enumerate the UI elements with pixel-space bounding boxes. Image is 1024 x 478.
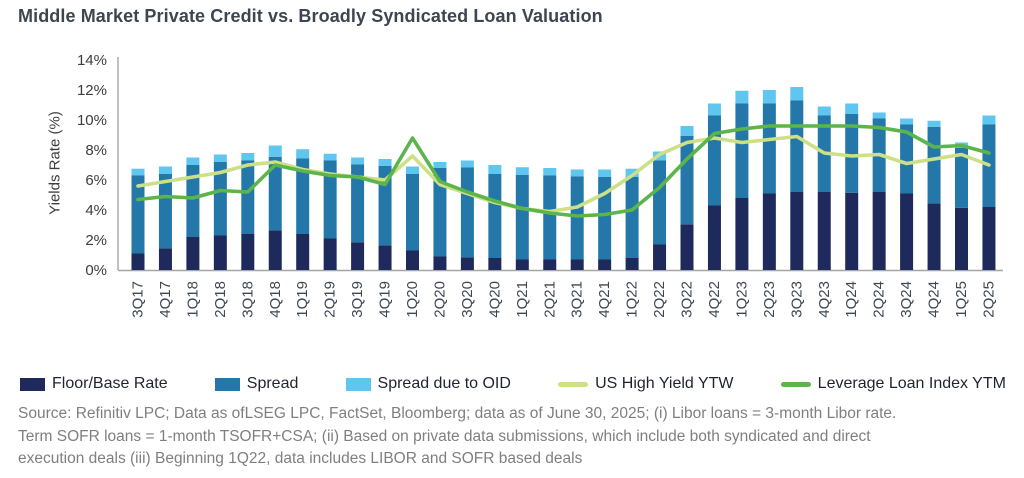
spread-oid-swatch-icon [345, 377, 371, 391]
svg-text:4Q22: 4Q22 [706, 281, 723, 318]
us-high-yield-line-swatch-icon [558, 381, 589, 387]
source-line: Term SOFR loans = 1-month TSOFR+CSA; (ii… [18, 427, 871, 445]
svg-text:1Q20: 1Q20 [404, 281, 421, 318]
svg-text:1Q24: 1Q24 [843, 281, 860, 318]
svg-text:1Q25: 1Q25 [953, 281, 970, 318]
legend-label: Spread due to OID [377, 375, 511, 392]
svg-text:10%: 10% [77, 112, 107, 129]
legend-label: US High Yield YTW [595, 375, 734, 392]
svg-text:4Q24: 4Q24 [926, 281, 943, 318]
legend-item-spread: Spread [214, 375, 299, 393]
legend-item-spread-oid: Spread due to OID [345, 375, 511, 393]
svg-text:3Q17: 3Q17 [130, 281, 147, 318]
svg-text:8%: 8% [85, 142, 107, 159]
leverage-loan-line-swatch-icon [780, 381, 811, 387]
svg-text:4Q17: 4Q17 [157, 281, 174, 318]
svg-text:4%: 4% [85, 202, 107, 219]
svg-text:12%: 12% [77, 82, 107, 99]
svg-text:14%: 14% [77, 52, 107, 69]
svg-text:2%: 2% [85, 232, 107, 249]
svg-text:4Q21: 4Q21 [596, 281, 613, 318]
svg-text:2Q22: 2Q22 [651, 281, 668, 318]
floor-base-rate-swatch-icon [20, 377, 45, 391]
chart-canvas: 0% 2% 4% 6% 8% 10% 12% 14% 3Q17 4Q17 1Q18 2Q18 3Q18 4… [47, 52, 1003, 318]
svg-text:6%: 6% [85, 172, 107, 189]
svg-text:1Q23: 1Q23 [733, 281, 750, 318]
svg-text:1Q21: 1Q21 [514, 281, 531, 318]
legend-label: Floor/Base Rate [52, 375, 168, 392]
source-note: Source: Refinitiv LPC; Data as ofLSEG LP… [18, 403, 1018, 471]
svg-text:2Q23: 2Q23 [761, 281, 778, 318]
svg-text:1Q19: 1Q19 [294, 281, 311, 318]
svg-text:3Q23: 3Q23 [788, 281, 805, 318]
source-line: execution deals (iii) Beginning 1Q22, da… [18, 450, 583, 467]
legend-item-floor-base-rate: Floor/Base Rate [20, 375, 168, 393]
svg-text:3Q18: 3Q18 [239, 281, 256, 318]
legend-label: Leverage Loan Index YTM [817, 375, 1006, 392]
svg-text:4Q20: 4Q20 [486, 281, 503, 318]
legend-label: Spread [246, 375, 299, 392]
svg-text:0%: 0% [85, 262, 107, 279]
svg-text:4Q23: 4Q23 [816, 281, 833, 318]
chart-legend: Floor/Base Rate Spread Spread due to OID… [20, 375, 1006, 393]
legend-item-us-high-yield-ytw: US High Yield YTW [558, 375, 734, 393]
chart-title: Middle Market Private Credit vs. Broadly… [18, 6, 603, 26]
svg-text:2Q20: 2Q20 [431, 281, 448, 318]
svg-text:3Q21: 3Q21 [569, 281, 586, 318]
svg-text:4Q18: 4Q18 [267, 281, 284, 318]
svg-text:1Q18: 1Q18 [184, 281, 201, 318]
svg-text:3Q24: 3Q24 [898, 281, 915, 318]
svg-text:2Q25: 2Q25 [980, 281, 997, 318]
svg-text:3Q19: 3Q19 [349, 281, 366, 318]
svg-text:4Q19: 4Q19 [377, 281, 394, 318]
svg-text:1Q22: 1Q22 [624, 281, 641, 318]
svg-text:Yields Rate (%): Yields Rate (%) [47, 111, 64, 215]
legend-item-leverage-loan-index-ytm: Leverage Loan Index YTM [780, 375, 1006, 393]
svg-text:3Q20: 3Q20 [459, 281, 476, 318]
spread-swatch-icon [214, 377, 240, 391]
svg-text:3Q22: 3Q22 [679, 281, 696, 318]
svg-text:2Q19: 2Q19 [322, 281, 339, 318]
source-line: Source: Refinitiv LPC; Data as ofLSEG LP… [18, 405, 897, 422]
svg-text:2Q18: 2Q18 [212, 281, 229, 318]
svg-text:2Q21: 2Q21 [541, 281, 558, 318]
svg-text:2Q24: 2Q24 [871, 281, 888, 318]
